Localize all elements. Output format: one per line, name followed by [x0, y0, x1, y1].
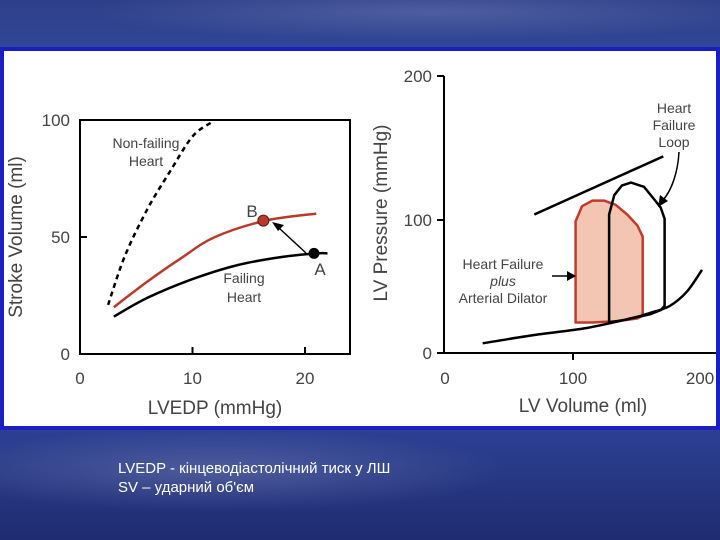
- left-xtick-label-0: 0: [75, 369, 84, 388]
- left-arrow-a-to-b: [278, 227, 307, 254]
- left-chart: 0 50 100 0 10 20 LVEDP (mmHg) Stroke Vol…: [6, 111, 351, 419]
- figure-inner: 0 50 100 0 10 20 LVEDP (mmHg) Stroke Vol…: [4, 51, 716, 426]
- right-series-edpvr: [482, 269, 704, 345]
- figure-panel: 0 50 100 0 10 20 LVEDP (mmHg) Stroke Vol…: [0, 47, 720, 430]
- dilator-label-line2: plus: [489, 273, 516, 289]
- slide-caption: LVEDP - кінцеводіастолічний тиск у ЛШ SV…: [118, 459, 390, 497]
- nonfailing-label-line2: Heart: [129, 153, 163, 169]
- left-point-b-label: B: [246, 202, 257, 221]
- failing-label-line1: Failing: [223, 270, 264, 286]
- hf-loop-label-line1: Heart: [657, 100, 691, 116]
- left-arrow-a-to-b-head: [272, 222, 284, 231]
- figure-svg: 0 50 100 0 10 20 LVEDP (mmHg) Stroke Vol…: [6, 67, 716, 419]
- hf-loop-label-line2: Failure: [653, 117, 696, 133]
- dilator-label-line3: Arterial Dilator: [459, 290, 548, 306]
- right-xlabel: LV Volume (ml): [519, 396, 647, 417]
- left-series-nonfailing: [106, 121, 213, 306]
- caption-line-1: LVEDP - кінцеводіастолічний тиск у ЛШ: [118, 460, 391, 477]
- left-point-a: [308, 247, 320, 259]
- left-point-a-label: A: [314, 260, 326, 279]
- right-espvr-line: [533, 155, 664, 216]
- left-xtick-label-20: 20: [296, 369, 315, 388]
- failing-label-line2: Heart: [227, 289, 261, 305]
- right-ytick-label-0: 0: [423, 344, 432, 363]
- left-xlabel: LVEDP (mmHg): [148, 398, 282, 419]
- left-series-failing: [113, 251, 328, 318]
- right-xtick-label-100: 100: [559, 369, 587, 388]
- left-ytick-label-0: 0: [61, 345, 70, 364]
- left-ylabel: Stroke Volume (ml): [6, 156, 27, 318]
- left-point-b: [257, 214, 270, 227]
- nonfailing-label-line1: Non-failing: [113, 135, 180, 151]
- dilator-label-line1: Heart Failure: [463, 256, 544, 272]
- dilator-callout-arrowhead: [567, 271, 576, 281]
- right-ytick-label-200: 200: [404, 67, 432, 86]
- right-xtick-label-200: 200: [686, 369, 714, 388]
- left-ytick-label-100: 100: [42, 111, 70, 130]
- left-series-improved: [113, 212, 317, 309]
- hf-loop-callout-arrow: [661, 151, 680, 202]
- right-xtick-label-0: 0: [440, 369, 449, 388]
- right-ytick-label-100: 100: [404, 211, 432, 230]
- right-chart: 0 100 200 0 100 200 LV Volume (ml) LV Pr…: [371, 67, 716, 417]
- left-ytick-label-50: 50: [51, 228, 70, 247]
- hf-loop-label-line3: Loop: [658, 134, 689, 150]
- caption-line-2: SV – ударний об'єм: [118, 479, 255, 496]
- right-ylabel: LV Pressure (mmHg): [371, 124, 392, 301]
- hf-loop-callout-arrowhead: [658, 195, 668, 207]
- left-xtick-label-10: 10: [183, 369, 202, 388]
